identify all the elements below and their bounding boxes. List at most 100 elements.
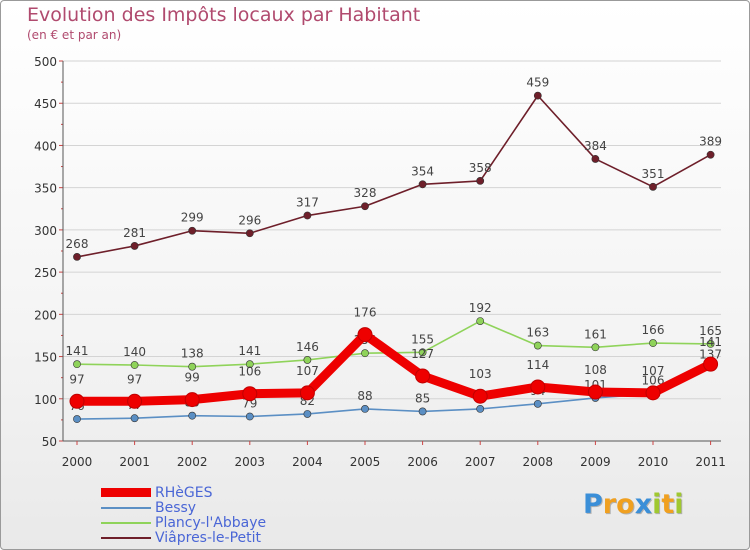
data-label: 299: [181, 211, 204, 225]
data-point: [184, 392, 200, 408]
data-point: [649, 339, 657, 347]
y-tick-label: 350: [34, 182, 57, 196]
data-label: 140: [123, 345, 146, 359]
data-label: 317: [296, 196, 319, 210]
data-point: [476, 317, 485, 325]
data-label: 155: [411, 332, 434, 346]
legend-swatch: [101, 521, 151, 524]
legend-swatch: [101, 506, 151, 509]
logo-letter: x: [634, 489, 653, 520]
data-point: [69, 393, 85, 409]
data-label: 328: [354, 186, 377, 200]
x-tick-label: 2003: [235, 455, 266, 469]
data-label: 192: [469, 301, 492, 315]
data-point: [245, 412, 254, 421]
data-label: 176: [354, 306, 377, 320]
data-label: 127: [411, 347, 434, 361]
x-tick-label: 2005: [350, 455, 381, 469]
data-label: 138: [181, 347, 204, 361]
data-label: 358: [469, 161, 492, 175]
data-point: [418, 407, 427, 416]
data-label: 107: [296, 364, 319, 378]
data-point: [73, 253, 81, 261]
logo-letter: r: [602, 489, 617, 520]
data-point: [127, 393, 143, 409]
data-point: [703, 356, 719, 372]
y-tick-label: 250: [34, 266, 57, 280]
legend-swatch: [101, 488, 151, 497]
x-tick-label: 2008: [523, 455, 554, 469]
data-point: [130, 242, 139, 250]
series-line: [76, 366, 712, 420]
data-label: 165: [699, 324, 722, 338]
data-label: 281: [123, 226, 146, 240]
data-label: 114: [526, 358, 549, 372]
logo-letter: t: [661, 489, 675, 520]
data-point: [303, 211, 312, 220]
data-label: 99: [185, 371, 200, 385]
data-point: [303, 356, 312, 364]
data-point: [591, 155, 600, 163]
data-label: 166: [642, 323, 665, 337]
chart-subtitle: (en € et par an): [27, 28, 122, 42]
legend-item-rheges: RHèGES: [101, 485, 266, 500]
data-point: [418, 348, 427, 357]
y-tick-label: 100: [34, 393, 57, 407]
y-tick-label: 300: [34, 224, 57, 238]
data-point: [706, 150, 715, 159]
data-point: [476, 177, 485, 185]
data-point: [245, 229, 254, 238]
data-label: 354: [411, 164, 434, 178]
data-label: 384: [584, 139, 607, 153]
y-tick-label: 400: [34, 139, 57, 153]
legend-swatch: [101, 536, 151, 539]
logo-letter: o: [616, 489, 635, 520]
data-label: 85: [415, 391, 430, 405]
y-tick-label: 450: [34, 97, 57, 111]
data-label: 351: [642, 167, 665, 181]
data-label: 141: [699, 335, 722, 349]
y-tick-label: 50: [42, 435, 57, 449]
data-point: [357, 327, 373, 343]
data-label: 97: [127, 372, 142, 386]
data-point: [533, 91, 542, 100]
y-tick-label: 150: [34, 351, 57, 365]
data-label: 268: [66, 237, 89, 251]
data-point: [242, 386, 258, 402]
x-tick-label: 2011: [695, 455, 726, 469]
legend: RHèGES Bessy Plancy-l'Abbaye Viâpres-le-…: [101, 485, 266, 545]
data-label: 108: [584, 363, 607, 377]
data-label: 97: [69, 372, 84, 386]
data-point: [472, 388, 488, 404]
legend-item-plancy: Plancy-l'Abbaye: [101, 515, 266, 530]
data-label: 296: [238, 213, 261, 227]
data-label: 107: [642, 364, 665, 378]
data-point: [361, 405, 369, 413]
data-point: [188, 226, 197, 235]
legend-item-bessy: Bessy: [101, 500, 266, 515]
data-point: [533, 341, 542, 350]
data-point: [303, 410, 312, 418]
x-tick-label: 2009: [580, 455, 611, 469]
series-line: [76, 94, 712, 258]
data-label: 141: [238, 344, 261, 358]
chart-title: Evolution des Impôts locaux par Habitant: [27, 4, 421, 26]
data-label: 146: [296, 340, 319, 354]
logo-letter: P: [583, 489, 603, 520]
data-point: [188, 411, 197, 420]
data-point: [418, 180, 427, 189]
data-point: [476, 405, 485, 413]
data-label: 389: [699, 135, 722, 149]
x-tick-label: 2010: [638, 455, 669, 469]
legend-item-viapres: Viâpres-le-Petit: [101, 530, 266, 545]
x-tick-label: 2001: [119, 455, 150, 469]
x-tick-label: 2007: [465, 455, 496, 469]
data-point: [415, 368, 431, 384]
data-point: [530, 379, 546, 395]
data-point: [361, 202, 369, 211]
logo-letter: i: [674, 489, 684, 520]
logo-letter: i: [652, 489, 662, 520]
x-tick-label: 2000: [62, 455, 93, 469]
